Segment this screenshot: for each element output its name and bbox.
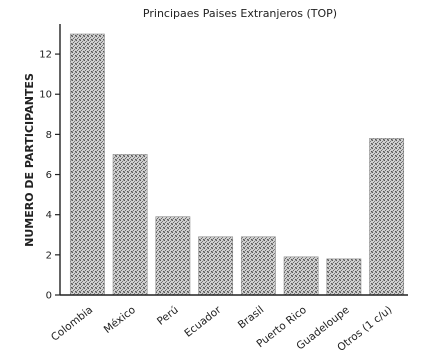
- chart-title: Principaes Paises Extranjeros (TOP): [143, 7, 337, 20]
- bar: [369, 138, 405, 296]
- bar: [69, 33, 105, 296]
- y-tick-label: 6: [46, 170, 52, 181]
- y-tick-label: 0: [46, 291, 52, 302]
- x-category-label: Perú: [155, 304, 181, 328]
- bar: [240, 236, 276, 296]
- x-category-label: Ecuador: [182, 303, 224, 339]
- bar: [326, 258, 362, 296]
- bar: [112, 154, 148, 296]
- y-tick-label: 12: [39, 50, 52, 61]
- y-tick-label: 4: [46, 210, 52, 221]
- bar: [283, 256, 319, 296]
- y-tick-label: 10: [39, 90, 52, 101]
- bar: [198, 236, 234, 296]
- x-category-label: México: [102, 304, 138, 336]
- x-category-label: Brasil: [236, 304, 266, 331]
- x-category-label: Colombia: [49, 304, 95, 344]
- bars: [69, 33, 405, 296]
- y-axis-label: NUMERO DE PARTICIPANTES: [23, 73, 36, 247]
- bar: [155, 216, 191, 296]
- y-tick-label: 8: [46, 130, 52, 141]
- y-axis-ticks: 0 2 4 6 8 10 12: [39, 50, 60, 302]
- y-tick-label: 2: [46, 250, 52, 261]
